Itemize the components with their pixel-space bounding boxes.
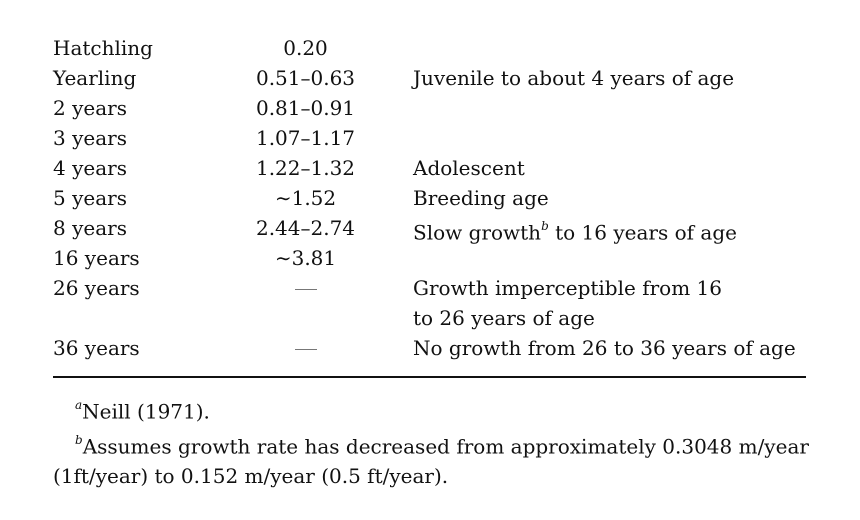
table-row: 26 years Growth imperceptible from 16 to … bbox=[53, 273, 808, 333]
age-cell: 2 years bbox=[53, 96, 127, 120]
age-cell: 8 years bbox=[53, 216, 127, 240]
length-cell: 1.07–1.17 bbox=[255, 126, 356, 150]
age-cell: Hatchling bbox=[53, 36, 153, 60]
footnote-b-continued: (1ft/year) to 0.152 m/year (0.5 ft/year)… bbox=[53, 461, 823, 491]
footnote-marker: a bbox=[75, 398, 83, 412]
empty-dash bbox=[294, 289, 317, 290]
age-cell: 3 years bbox=[53, 126, 127, 150]
length-cell bbox=[243, 333, 368, 363]
age-cell: 36 years bbox=[53, 336, 140, 360]
footnotes: aNeill (1971). bAssumes growth rate has … bbox=[53, 392, 823, 491]
table-row: 16 years ∼3.81 bbox=[53, 243, 808, 273]
description-cell: Adolescent bbox=[413, 156, 525, 180]
length-cell: 1.22–1.32 bbox=[255, 156, 356, 180]
age-cell: 5 years bbox=[53, 186, 127, 210]
table-row: 3 years 1.07–1.17 bbox=[53, 123, 808, 153]
length-cell: 0.81–0.91 bbox=[255, 96, 356, 120]
description-text: to 16 years of age bbox=[548, 220, 737, 245]
footnote-text: (1ft/year) to 0.152 m/year (0.5 ft/year)… bbox=[53, 464, 449, 489]
table-row: 4 years 1.22–1.32 Adolescent bbox=[53, 153, 808, 183]
description-text: Growth imperceptible from 16 bbox=[413, 276, 722, 300]
length-cell bbox=[243, 273, 368, 303]
length-cell: 0.51–0.63 bbox=[255, 66, 356, 90]
age-cell: 16 years bbox=[53, 246, 140, 270]
growth-table: Hatchling 0.20 Yearling 0.51–0.63 Juveni… bbox=[53, 33, 808, 363]
description-cell: Slow growthb to 16 years of age bbox=[413, 213, 737, 248]
footnote-text: Neill (1971). bbox=[82, 399, 210, 424]
table-bottom-rule bbox=[53, 376, 806, 378]
table-row: 8 years 2.44–2.74 Slow growthb to 16 yea… bbox=[53, 213, 808, 245]
description-text: Slow growth bbox=[413, 220, 542, 245]
table-row: Hatchling 0.20 bbox=[53, 33, 808, 63]
length-cell: 0.20 bbox=[283, 36, 328, 60]
age-cell: Yearling bbox=[53, 66, 137, 90]
length-cell: 2.44–2.74 bbox=[255, 216, 356, 240]
footnote-marker: b bbox=[541, 219, 549, 233]
age-cell: 4 years bbox=[53, 156, 127, 180]
table-row: Yearling 0.51–0.63 Juvenile to about 4 y… bbox=[53, 63, 808, 93]
description-cell: Breeding age bbox=[413, 186, 549, 210]
description-text: to 26 years of age bbox=[413, 306, 595, 330]
footnote-text: Assumes growth rate has decreased from a… bbox=[82, 434, 809, 459]
length-cell: ∼1.52 bbox=[274, 186, 337, 210]
age-cell: 26 years bbox=[53, 276, 140, 300]
footnote-a: aNeill (1971). bbox=[53, 392, 823, 427]
table-row: 2 years 0.81–0.91 bbox=[53, 93, 808, 123]
description-cell: Juvenile to about 4 years of age bbox=[413, 66, 735, 90]
table-row: 36 years No growth from 26 to 36 years o… bbox=[53, 333, 808, 363]
footnote-b: bAssumes growth rate has decreased from … bbox=[53, 427, 823, 462]
footnote-marker: b bbox=[75, 432, 83, 447]
table-row: 5 years ∼1.52 Breeding age bbox=[53, 183, 808, 213]
empty-dash bbox=[294, 349, 317, 350]
description-cell: No growth from 26 to 36 years of age bbox=[413, 336, 796, 360]
description-cell: Growth imperceptible from 16 to 26 years … bbox=[413, 273, 722, 333]
length-cell: ∼3.81 bbox=[274, 246, 337, 270]
